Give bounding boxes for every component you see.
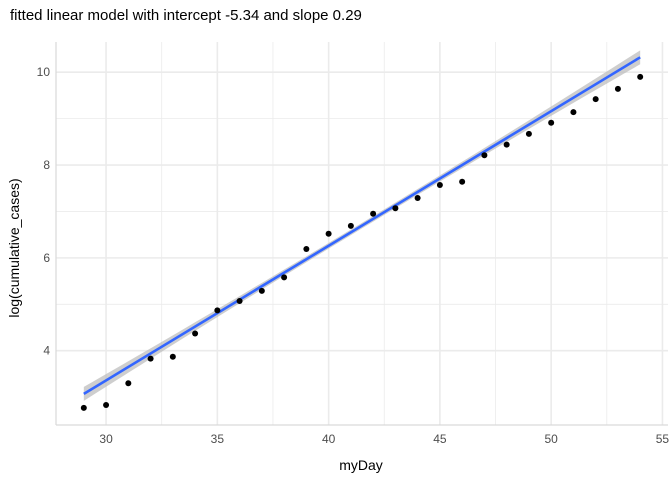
data-point: [347, 222, 354, 229]
data-point: [570, 109, 577, 116]
data-point: [303, 246, 310, 253]
data-point: [80, 404, 87, 411]
x-tick-label: 45: [433, 432, 447, 446]
data-point: [258, 287, 265, 294]
x-tick-label: 50: [544, 432, 558, 446]
data-point: [459, 178, 466, 185]
y-axis-title: log(cumulative_cases): [6, 178, 22, 317]
y-tick-label: 6: [43, 251, 50, 265]
data-point: [414, 194, 421, 201]
data-point: [525, 130, 532, 137]
y-tick-label: 10: [37, 65, 51, 79]
x-tick-label: 40: [322, 432, 336, 446]
data-point: [236, 298, 243, 305]
x-tick-label: 30: [99, 432, 113, 446]
fit-line: [83, 56, 641, 396]
data-point: [592, 96, 599, 103]
data-point: [614, 85, 621, 92]
data-point: [503, 141, 510, 148]
y-tick-label: 4: [43, 344, 50, 358]
data-point: [192, 330, 199, 337]
points-layer: [80, 73, 644, 411]
data-point: [370, 210, 377, 217]
data-point: [481, 152, 488, 159]
data-point: [281, 274, 288, 281]
data-point: [392, 205, 399, 212]
x-axis-title: myDay: [339, 457, 383, 473]
data-point: [637, 73, 644, 80]
data-point: [214, 307, 221, 314]
data-point: [436, 181, 443, 188]
y-tick-label: 8: [43, 158, 50, 172]
x-tick-label: 55: [656, 432, 670, 446]
data-point: [169, 353, 176, 360]
chart-title: fitted linear model with intercept -5.34…: [10, 7, 362, 24]
fit-line-layer: [83, 56, 641, 396]
x-tick-label: 35: [211, 432, 225, 446]
data-point: [147, 355, 154, 362]
axes: [55, 42, 668, 426]
data-point: [125, 380, 132, 387]
grid: [56, 42, 668, 425]
data-point: [548, 119, 555, 126]
tick-labels: 30 35 40 45 50 55 4 6 8 10: [37, 65, 670, 446]
data-point: [325, 230, 332, 237]
data-point: [103, 402, 110, 409]
